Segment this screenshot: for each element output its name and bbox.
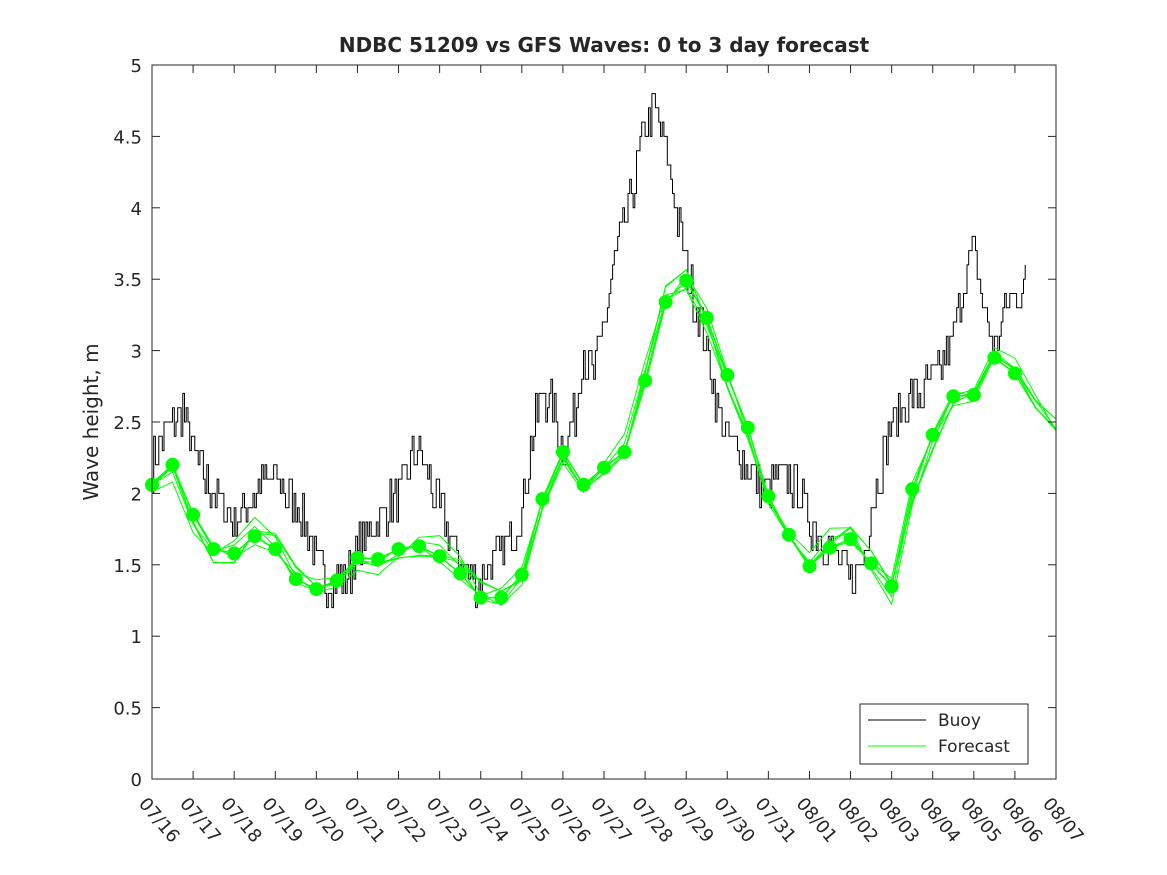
forecast-point [823,540,837,555]
forecast-point [494,590,509,605]
forecast-point [165,457,180,472]
forecast-point [720,367,735,382]
forecast-point [617,445,632,459]
forecast-point [309,582,324,597]
buoy-line [152,93,1026,609]
forecast-point [535,492,550,507]
forecast-point [946,389,961,404]
forecast-point [350,550,365,565]
forecast-point [1007,366,1022,381]
y-tick-label: 1.5 [113,556,142,577]
forecast-point [391,542,406,557]
legend-label: Forecast [938,737,1010,757]
forecast-point [227,546,242,561]
forecast-point [186,507,201,522]
legend-box [859,703,1029,765]
forecast-point [638,373,653,388]
y-axis-label: Wave height, m [79,343,103,500]
forecast-point [412,539,427,554]
forecast-point [905,482,920,497]
forecast-point [987,350,1002,365]
forecast-point [658,295,673,309]
chart-title: NDBC 51209 vs GFS Waves: 0 to 3 day fore… [339,33,870,57]
forecast-point [802,559,817,574]
forecast-point [884,579,899,594]
forecast-point [781,527,796,542]
y-tick-label: 4 [131,199,142,220]
forecast-point [453,566,468,581]
forecast-point [329,573,344,588]
forecast-point [268,542,283,557]
forecast-point [597,460,611,475]
y-tick-label: 1 [131,627,142,648]
forecast-point [206,542,221,557]
forecast-point [473,590,488,605]
y-tick-label: 3 [131,342,142,363]
forecast-point [925,427,940,442]
y-tick-label: 4.5 [113,127,142,148]
forecast-point [699,310,714,325]
forecast-point [555,445,570,459]
forecast-point [288,572,303,587]
forecast-point [576,477,591,492]
forecast-point [432,549,447,564]
forecast-point [843,532,858,547]
y-tick-label: 0.5 [113,699,142,720]
legend-label: Buoy [938,711,981,731]
y-tick-label: 3.5 [113,270,142,291]
forecast-point [740,420,755,435]
forecast-point [371,552,385,567]
y-tick-label: 2 [131,484,142,505]
y-tick-label: 2.5 [113,413,142,434]
y-tick-label: 0 [131,770,142,791]
forecast-point [679,273,694,288]
forecast-point [514,567,529,582]
forecast-point [761,489,776,504]
forecast-point [247,529,262,544]
y-tick-label: 5 [131,56,142,77]
plot-area [152,65,1056,779]
forecast-point [864,556,879,571]
forecast-point [966,387,981,402]
